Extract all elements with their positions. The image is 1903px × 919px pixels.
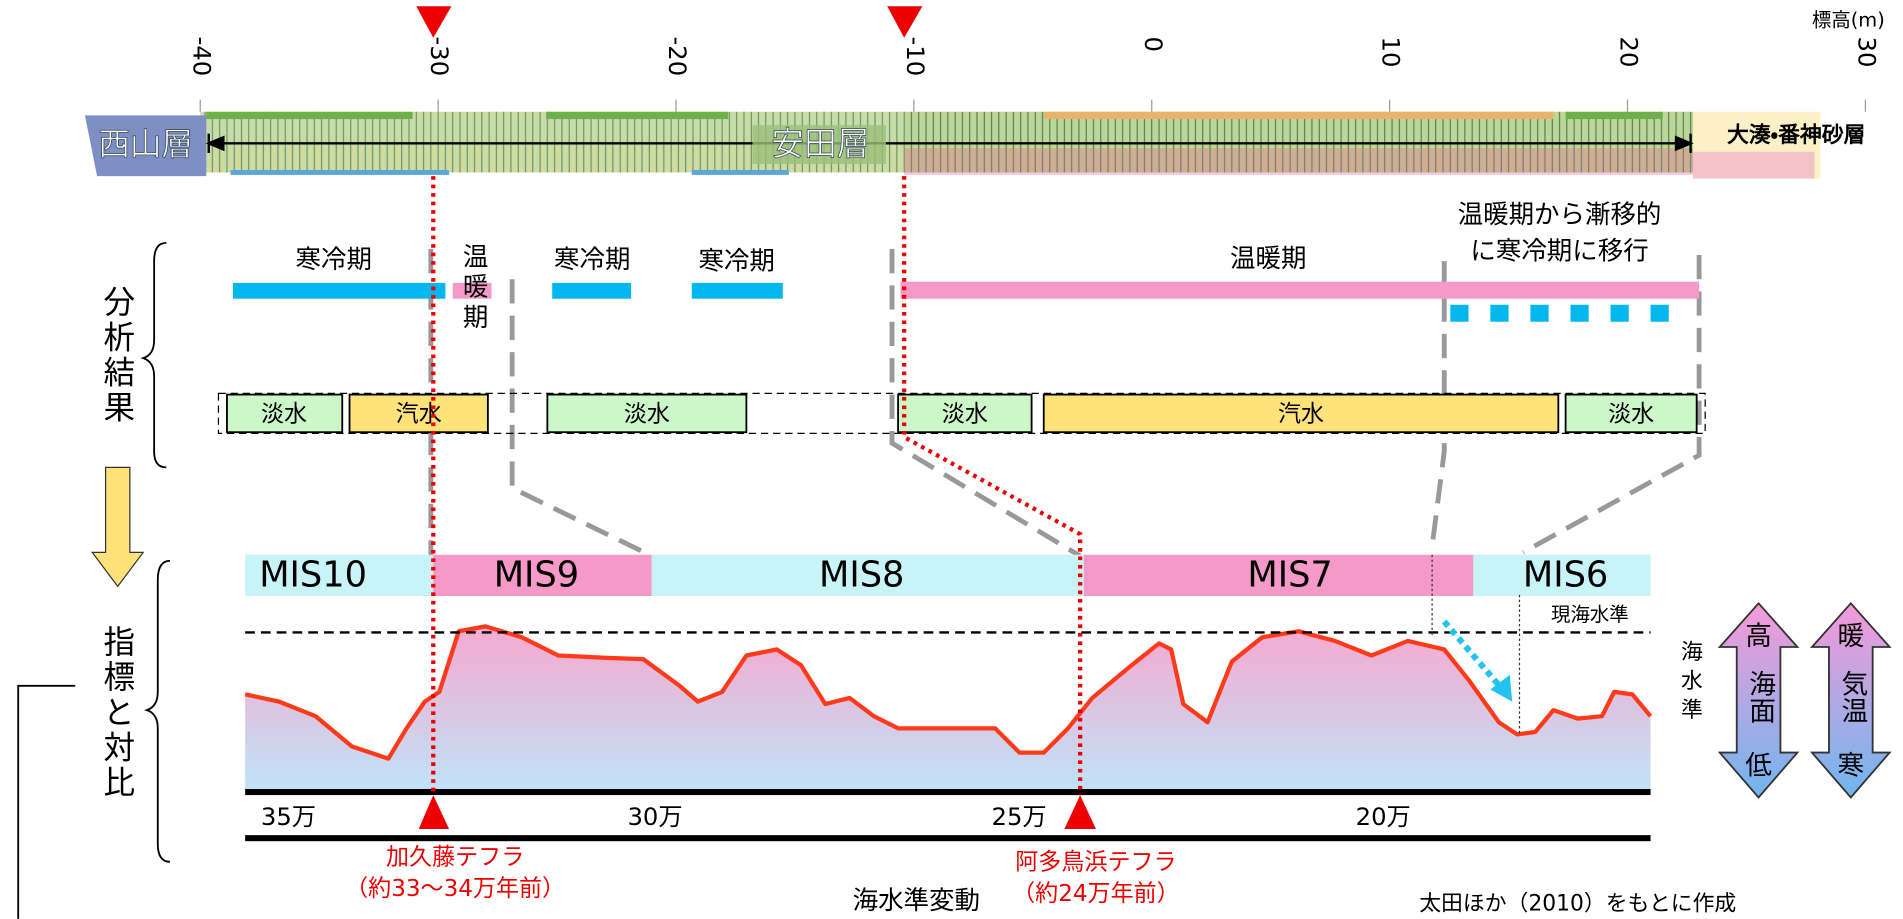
mis-label: MIS8 [819,555,904,596]
climate-label: 温暖期 [1230,244,1306,274]
elevation-tick: -40 [187,37,216,77]
flow-arrow [92,467,143,586]
water-label: 淡水 [261,402,307,428]
elevation-tick: -20 [663,37,692,77]
elevation-tick: -10 [901,37,930,77]
water-label: 淡水 [624,402,670,428]
age-tick: 30万 [627,802,682,831]
elevation-tick: -30 [425,37,454,77]
section-label: 分析結果 [98,285,135,426]
climate-label: 寒冷期 [698,246,774,276]
arrow-top: 暖 [1837,621,1864,652]
transition-label: 温暖期から漸移的 [1458,200,1662,230]
mis-label: MIS10 [259,555,367,596]
climate-label: 寒冷期 [554,245,630,275]
axis-line [245,789,1650,795]
trend-arrow-head [1490,675,1512,702]
age-tick: 25万 [992,802,1047,831]
water-label: 汽水 [1278,402,1324,428]
tephra-age: （約24万年前） [1012,881,1180,907]
mis-label: MIS6 [1523,555,1608,596]
arrow-top: 高 [1745,621,1772,652]
tephra-marker [416,6,922,38]
climate-label: 寒冷期 [296,245,372,275]
axis-unit: 標高(m) [1812,8,1885,31]
mis-band [245,555,1650,596]
water-label: 淡水 [942,402,988,428]
mis-label: MIS9 [494,555,579,596]
climate-label: 温暖期 [458,243,488,334]
section-label: 指標と対比 [98,625,135,801]
tephra-name: 阿多鳥浜テフラ [1015,850,1176,876]
stratum-label: 安田層 [771,125,869,163]
brace [147,561,170,862]
arrow-middle: 海面 [1744,670,1775,723]
elevation-tick: 20 [1615,37,1644,68]
current-sea-label: 現海水準 [1551,603,1629,626]
age-tick: 20万 [1356,802,1411,831]
sea-level-label: 海水準 [1677,640,1702,727]
mis-label: MIS7 [1247,555,1332,596]
caption: 海水準変動 [853,886,980,916]
tephra-age: （約33～34万年前） [345,876,565,902]
stratum-label: 西山層 [98,127,193,163]
climate-bars [233,282,1699,322]
arrow-bottom: 低 [1745,751,1772,782]
transition-label: に寒冷期に移行 [1470,237,1648,267]
sea-area [245,626,1650,791]
age-tick: 35万 [261,802,316,831]
figure: 西山層 安田層 大湊・番神砂層 標高(m) -40 -30 -20 -10 0 10 20 3… [0,0,1903,919]
elevation-tick: 10 [1377,37,1406,68]
bracket-line [18,686,75,919]
tephra-name: 加久藤テフラ [386,845,524,871]
stratum-label: 大湊・番神砂層 [1727,123,1865,148]
arrow-middle: 気温 [1836,670,1867,723]
elevation-axis: -40 -30 -20 -10 0 10 20 30 [187,37,1881,112]
axis-line [245,835,1650,841]
strata-band [85,112,1821,179]
elevation-tick: 0 [1139,37,1168,52]
water-label: 淡水 [1608,402,1654,428]
credit: 太田ほか（2010）をもとに作成 [1419,891,1736,916]
arrow-bottom: 寒 [1837,751,1864,782]
brace [143,243,166,468]
elevation-tick: 30 [1852,37,1881,68]
